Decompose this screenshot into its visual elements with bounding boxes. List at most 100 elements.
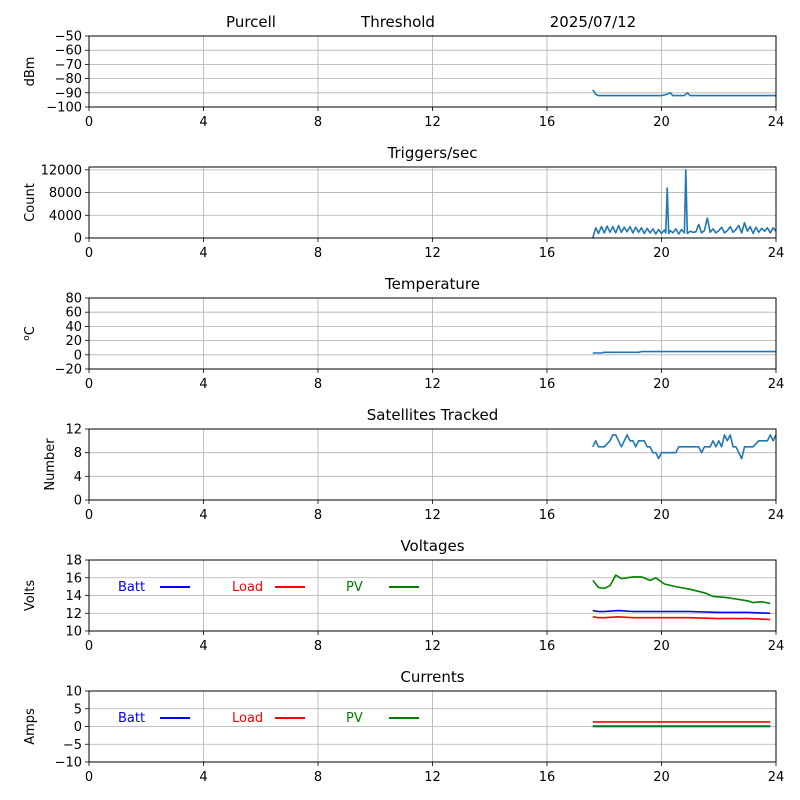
x-tick-label: 4 <box>199 508 207 523</box>
y-tick-label: 12000 <box>41 163 82 178</box>
x-tick-label: 16 <box>539 246 556 261</box>
y-tick-label: 8000 <box>49 186 82 201</box>
x-tick-label: 24 <box>768 639 785 654</box>
x-tick-label: 20 <box>653 770 670 785</box>
plot-frame <box>88 690 777 763</box>
y-tick-label: 12 <box>65 607 82 622</box>
x-tick-label: 16 <box>539 115 556 130</box>
panel-title: Triggers/sec <box>387 144 478 162</box>
y-tick-label: 16 <box>65 571 82 586</box>
x-tick-label: 24 <box>768 246 785 261</box>
x-tick-label: 4 <box>199 770 207 785</box>
y-tick-label: −90 <box>55 86 82 101</box>
y-tick-label: 8 <box>74 446 82 461</box>
x-tick-label: 8 <box>314 508 322 523</box>
x-tick-label: 12 <box>424 770 441 785</box>
panel-title: Currents <box>400 668 464 686</box>
plot-frame <box>88 166 777 239</box>
legend-label-pv: PV <box>346 580 363 595</box>
y-tick-label: 60 <box>65 306 82 321</box>
series-line-pv <box>592 574 771 605</box>
panel-title: Voltages <box>400 537 464 555</box>
series-line <box>592 169 777 239</box>
x-tick-label: 20 <box>653 115 670 130</box>
plot-frame <box>88 428 777 501</box>
panel-5: 0 4 8 12 16 20 24 10 12 14 16 18 Voltages Volts Batt Lo… <box>23 537 784 654</box>
y-tick-label: −5 <box>63 738 82 753</box>
x-tick-label: 8 <box>314 639 322 654</box>
x-tick-label: 0 <box>85 770 93 785</box>
panel-1: 0 4 8 12 16 20 24 −100−90−80−70−60−50 dBm <box>23 30 784 131</box>
y-axis-label: Count <box>23 183 38 222</box>
x-tick-label: 12 <box>424 115 441 130</box>
y-tick-label: 0 <box>74 720 82 735</box>
x-tick-label: 16 <box>539 377 556 392</box>
plot-frame <box>88 297 777 370</box>
plot-frame <box>88 35 777 108</box>
series-line <box>592 434 777 460</box>
legend-label-load: Load <box>232 711 263 726</box>
y-tick-label: 0 <box>74 494 82 509</box>
x-tick-label: 16 <box>539 639 556 654</box>
y-tick-label: 10 <box>65 685 82 700</box>
y-tick-label: 40 <box>65 320 82 335</box>
x-tick-label: 8 <box>314 115 322 130</box>
x-tick-label: 4 <box>199 115 207 130</box>
x-tick-label: 0 <box>85 639 93 654</box>
x-tick-label: 8 <box>314 377 322 392</box>
y-tick-label: 12 <box>65 423 82 438</box>
y-tick-label: −100 <box>46 101 82 116</box>
y-tick-label: 20 <box>65 334 82 349</box>
panel-6: 0 4 8 12 16 20 24 −10 −5 0 5 10 Currents Amps Batt Load… <box>23 668 784 785</box>
header-date: 2025/07/12 <box>550 13 636 31</box>
x-tick-label: 8 <box>314 770 322 785</box>
x-tick-label: 0 <box>85 115 93 130</box>
series-line <box>592 89 776 97</box>
x-tick-label: 16 <box>539 770 556 785</box>
x-tick-label: 12 <box>424 508 441 523</box>
y-tick-label: 0 <box>74 348 82 363</box>
plot-frame <box>88 559 777 632</box>
x-tick-label: 12 <box>424 377 441 392</box>
y-axis-label: Number <box>43 438 58 491</box>
x-tick-label: 24 <box>768 115 785 130</box>
x-tick-label: 0 <box>85 508 93 523</box>
x-tick-label: 20 <box>653 246 670 261</box>
y-tick-label: 10 <box>65 625 82 640</box>
x-tick-label: 4 <box>199 246 207 261</box>
y-tick-label: −60 <box>55 44 82 59</box>
series-line-load <box>592 615 771 621</box>
panel-title: Satellites Tracked <box>367 406 498 424</box>
header-title: Threshold <box>360 13 435 31</box>
y-tick-label: 5 <box>74 702 82 717</box>
x-tick-label: 4 <box>199 639 207 654</box>
y-axis-label: Volts <box>23 580 38 612</box>
legend-label-load: Load <box>232 580 263 595</box>
x-tick-label: 24 <box>768 377 785 392</box>
y-tick-label: 4000 <box>49 209 82 224</box>
y-tick-label: −80 <box>55 72 82 87</box>
series-line-batt <box>592 609 771 615</box>
x-tick-label: 4 <box>199 377 207 392</box>
x-tick-label: 12 <box>424 639 441 654</box>
header-site: Purcell <box>226 13 276 31</box>
y-tick-label: 4 <box>74 470 82 485</box>
legend-label-batt: Batt <box>118 580 145 595</box>
x-tick-label: 20 <box>653 639 670 654</box>
y-tick-label: 18 <box>65 554 82 569</box>
y-tick-label: −70 <box>55 58 82 73</box>
y-tick-label: −50 <box>55 30 82 45</box>
panel-title: Temperature <box>384 275 480 293</box>
x-tick-label: 0 <box>85 377 93 392</box>
x-tick-label: 20 <box>653 508 670 523</box>
x-tick-label: 8 <box>314 246 322 261</box>
panel-4: 0 4 8 12 16 20 24 0 4 8 12 Satellites Tracked Number <box>43 406 784 523</box>
y-tick-label: 80 <box>65 292 82 307</box>
x-tick-label: 20 <box>653 377 670 392</box>
y-axis-label: Amps <box>23 708 38 745</box>
y-tick-label: −10 <box>55 756 82 771</box>
x-tick-label: 12 <box>424 246 441 261</box>
